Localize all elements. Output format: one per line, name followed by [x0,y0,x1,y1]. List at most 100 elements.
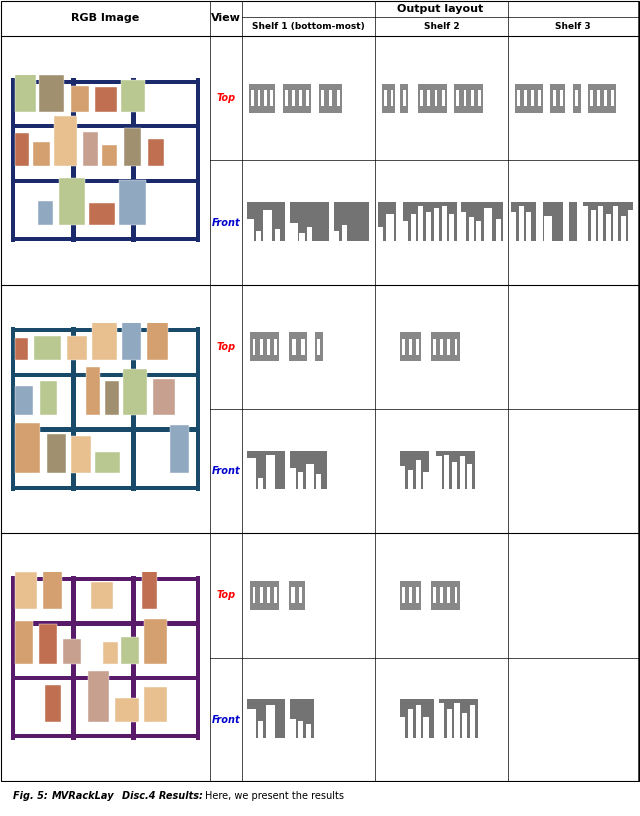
Bar [544,215,552,241]
Bar [403,221,408,241]
Bar [13,237,198,241]
Bar [436,450,475,490]
Bar [122,315,141,361]
Bar [63,639,81,664]
Bar [274,339,276,355]
Bar [71,327,76,491]
Bar [292,90,295,106]
Bar [38,202,53,224]
Bar [148,139,164,166]
Bar [15,572,37,609]
Bar [274,588,276,603]
Bar [531,90,534,106]
Bar [604,90,607,106]
Bar [91,582,113,609]
Bar [454,588,458,603]
Bar [299,90,302,106]
Text: Disc.4 Results:: Disc.4 Results: [122,791,204,800]
Bar [591,210,596,241]
Bar [39,624,57,664]
Bar [291,468,296,490]
Bar [13,80,198,84]
Bar [250,581,279,610]
Bar [13,622,198,626]
Bar [583,202,634,241]
Bar [433,588,436,603]
Bar [253,588,255,603]
Bar [15,133,29,166]
Bar [102,145,117,166]
Bar [253,339,255,355]
Bar [246,699,285,738]
Bar [560,90,563,106]
Bar [291,719,296,738]
Bar [47,434,66,473]
Bar [291,588,294,603]
Bar [67,336,87,361]
Bar [15,621,33,664]
Bar [440,588,444,603]
Bar [196,575,200,740]
Bar [384,90,387,106]
Bar [95,452,120,473]
Bar [590,90,593,106]
Bar [121,636,139,664]
Bar [124,128,141,166]
Bar [289,581,305,610]
Bar [462,713,467,738]
Bar [449,214,454,241]
Bar [400,84,408,113]
Text: Front: Front [212,466,240,477]
Bar [299,588,302,603]
Bar [447,588,451,603]
Bar [13,428,198,432]
Bar [54,116,77,166]
Text: MVRackLay: MVRackLay [52,791,114,800]
Bar [442,90,445,106]
Bar [598,206,604,241]
Bar [246,202,285,241]
Bar [444,455,449,490]
Bar [15,338,28,361]
Bar [447,339,451,355]
Bar [271,90,273,106]
Bar [119,180,145,224]
Bar [403,339,405,355]
Bar [264,90,267,106]
Bar [511,202,536,241]
Bar [266,705,275,738]
Bar [524,90,527,106]
Bar [378,202,396,241]
Bar [408,709,413,738]
Bar [59,178,85,224]
Bar [196,327,200,491]
Bar [467,464,472,490]
Bar [442,206,447,241]
Bar [337,90,340,106]
Bar [431,332,460,361]
Bar [260,588,262,603]
Bar [403,588,405,603]
Bar [386,214,394,241]
Bar [424,716,429,738]
Bar [71,78,76,242]
Bar [70,86,89,112]
Bar [292,339,296,355]
Bar [95,87,116,112]
Bar [86,366,100,415]
Bar [71,436,91,473]
Bar [15,71,36,112]
Bar [409,588,412,603]
Bar [255,231,260,241]
Bar [478,90,481,106]
Bar [468,217,474,241]
Bar [538,90,541,106]
Bar [517,90,520,106]
Bar [306,464,314,490]
Bar [416,460,421,490]
Bar [454,84,483,113]
Bar [45,685,61,722]
Bar [257,90,260,106]
Bar [454,339,458,355]
Bar [266,455,275,490]
